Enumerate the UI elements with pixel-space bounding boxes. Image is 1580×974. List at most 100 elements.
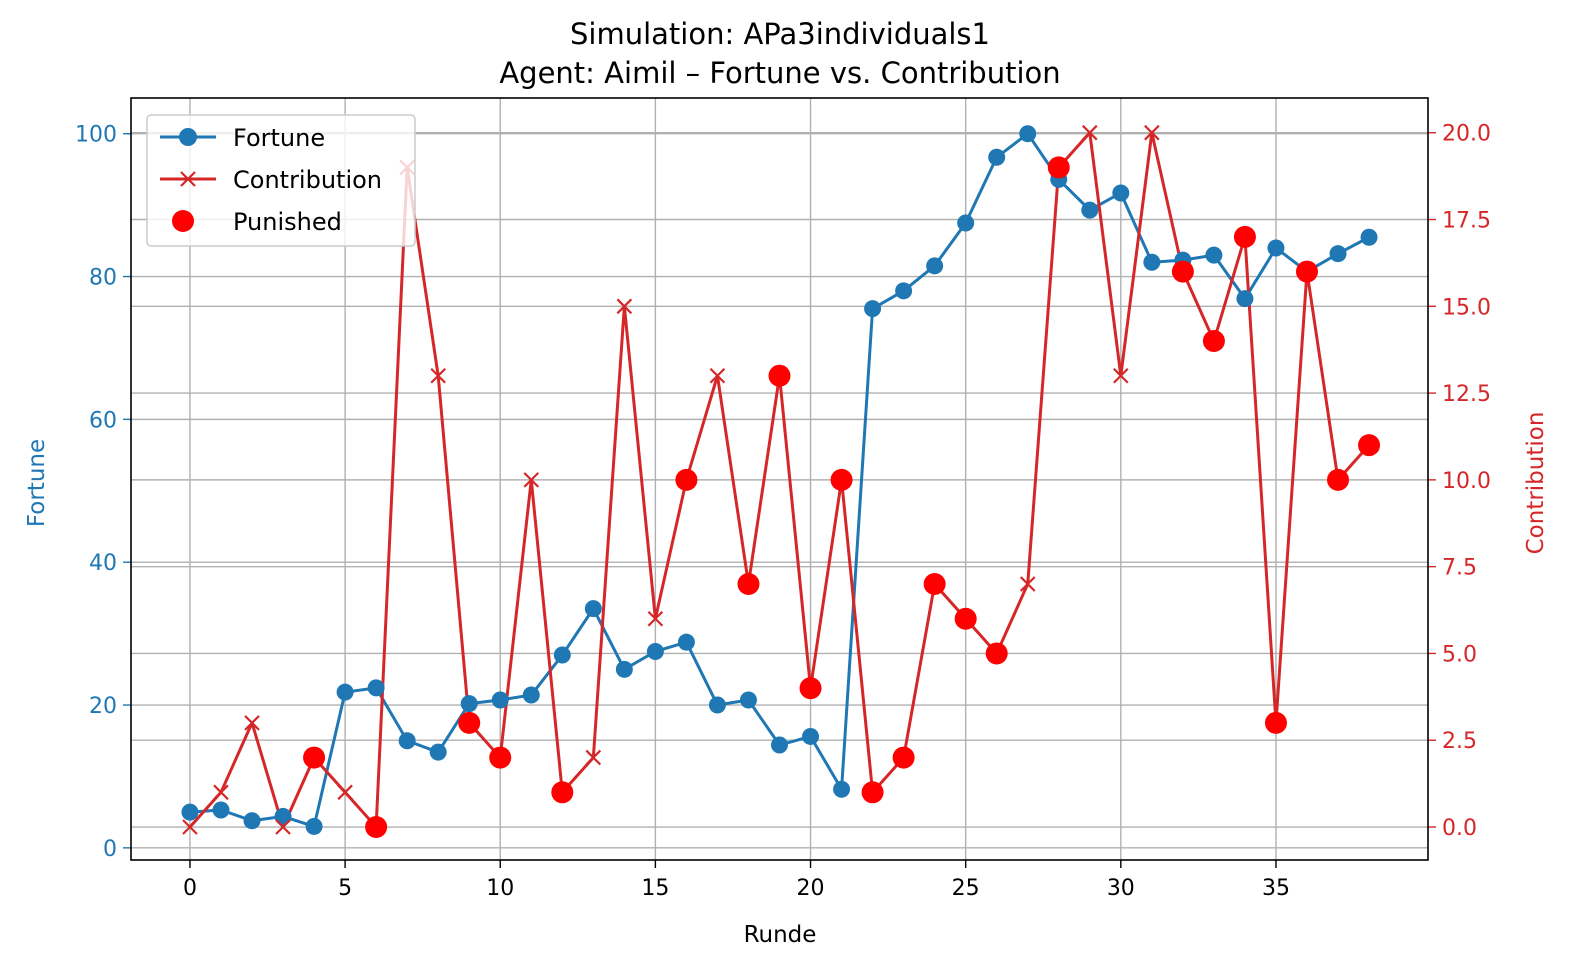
fortune-point [1205, 246, 1223, 264]
fortune-point [646, 642, 664, 660]
fortune-point [771, 736, 788, 754]
fortune-point [926, 257, 944, 275]
y-right-tick-label: 17.5 [1442, 209, 1491, 234]
fortune-point [429, 743, 447, 761]
punished-point [923, 573, 946, 596]
contribution-point [213, 784, 229, 801]
fortune-point [677, 633, 695, 651]
punished-point [1171, 260, 1194, 283]
chart-subtitle: Agent: Aimil – Fortune vs. Contribution [499, 56, 1060, 90]
y-left-tick-label: 40 [89, 551, 117, 576]
x-tick-label: 25 [952, 876, 980, 901]
punished-point [303, 746, 326, 769]
legend-fortune-label: Fortune [233, 124, 325, 152]
contribution-point [616, 298, 633, 315]
legend-fortune-marker-icon [179, 128, 197, 146]
fortune-point [305, 817, 323, 835]
y-right-tick-label: 15.0 [1442, 295, 1491, 320]
punished-point [892, 746, 915, 769]
fortune-point [367, 679, 385, 697]
fortune-point [181, 803, 199, 821]
punished-point [675, 468, 698, 491]
fortune-point [1081, 201, 1099, 219]
fortune-point [553, 646, 571, 664]
fortune-point [833, 780, 851, 798]
fortune-point [1112, 184, 1130, 202]
punished-point [551, 781, 574, 804]
y-right-tick-label: 12.5 [1442, 382, 1491, 407]
fortune-point [1236, 290, 1254, 308]
y-left-tick-label: 100 [75, 123, 117, 148]
fortune-point [615, 660, 633, 678]
punished-point [1233, 225, 1256, 248]
y-left-tick-label: 20 [89, 694, 117, 719]
plot-frame [130, 97, 1429, 861]
y-left-tick-label: 80 [89, 266, 117, 291]
contribution-point [1019, 576, 1036, 592]
contribution-point [182, 819, 198, 835]
fortune-point [957, 214, 975, 232]
y-left-tick-label: 60 [89, 408, 117, 433]
y-right-tick-label: 7.5 [1442, 556, 1477, 581]
contribution-point [244, 715, 260, 731]
punished-point [1358, 434, 1381, 457]
legend: Fortune Contribution Punished [146, 114, 416, 247]
punished-point [458, 711, 481, 734]
fortune-point [1329, 245, 1347, 263]
fortune-point [864, 300, 882, 318]
x-tick-label: 10 [486, 876, 514, 901]
fortune-point [1019, 125, 1037, 143]
contribution-point [585, 749, 602, 766]
fortune-point [274, 807, 292, 825]
fortune-point [522, 686, 540, 704]
fortune-point [802, 727, 820, 745]
punished-point [799, 677, 822, 700]
contribution-point [337, 784, 353, 801]
contribution-point [275, 819, 291, 835]
fortune-point [988, 148, 1006, 166]
legend-frame [146, 114, 416, 247]
fortune-point [895, 282, 913, 300]
fortune-point [584, 600, 602, 618]
y-right-tick-label: 0.0 [1442, 816, 1477, 841]
legend-punished-marker-icon [172, 210, 194, 232]
y-right-tick-label: 2.5 [1442, 729, 1477, 754]
y-right-axis-label: Contribution [1523, 412, 1549, 555]
contribution-point [1082, 124, 1098, 141]
contribution-point [647, 610, 664, 627]
punished-point [861, 781, 884, 804]
punished-point [954, 607, 977, 630]
fortune-point [1143, 253, 1161, 271]
punished-point [737, 573, 760, 596]
legend-punished-label: Punished [233, 208, 342, 236]
fortune-point [491, 691, 509, 709]
x-axis-label: Runde [744, 922, 817, 948]
punished-point [1264, 711, 1287, 734]
axes: 0 5 10 15 20 25 30 35 0 20 40 60 80 100 0.0 2.5 5.0 7.5 10… [75, 97, 1491, 901]
x-tick-label: 15 [641, 876, 669, 901]
y-left-tick-label: 0 [103, 837, 117, 862]
fortune-point [398, 732, 416, 750]
punished-point [1047, 156, 1070, 179]
fortune-point [1267, 239, 1285, 257]
x-tick-label: 0 [183, 876, 197, 901]
punished-point [489, 746, 512, 769]
fortune-point [243, 812, 261, 830]
contribution-point [1113, 367, 1129, 384]
fortune-point [460, 695, 478, 713]
y-left-axis-label: Fortune [24, 439, 50, 527]
y-right-tick-label: 20.0 [1442, 122, 1491, 147]
contribution-point [1144, 124, 1160, 141]
punished-point [1327, 468, 1350, 491]
y-right-tick-label: 10.0 [1442, 469, 1491, 494]
x-tick-label: 35 [1262, 876, 1290, 901]
chart-title: Simulation: APa3individuals1 [570, 17, 990, 51]
punished-point [830, 468, 853, 491]
fortune-point [1360, 228, 1378, 246]
fortune-point [336, 683, 354, 701]
punished-point [1295, 260, 1318, 283]
x-tick-label: 30 [1107, 876, 1135, 901]
punished-point [985, 642, 1008, 665]
